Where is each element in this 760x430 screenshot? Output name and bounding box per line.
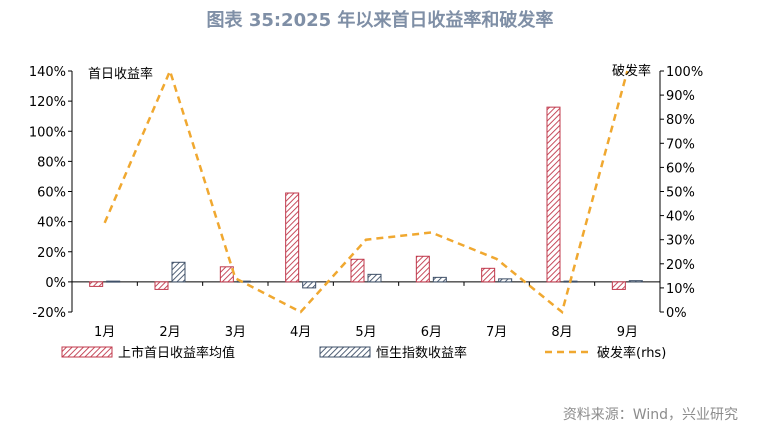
y-left-tick-label: 100% [29, 125, 66, 140]
bar-hsi-return [432, 276, 447, 283]
bar-ipo-return [285, 192, 300, 283]
bar-ipo-return [154, 281, 169, 290]
y-right-tick-label: 100% [666, 65, 703, 80]
source-note: 资料来源：Wind，兴业研究 [562, 407, 738, 423]
y-left-tick-label: 60% [37, 186, 66, 201]
legend-label-hsi-return: 恒生指数收益率 [376, 345, 467, 361]
chart-title: 图表 35:2025 年以来首日收益率和破发率 [206, 10, 554, 31]
bar-hsi-return [498, 278, 513, 283]
bar-ipo-return [89, 281, 104, 287]
x-tick-label: 6月 [421, 325, 442, 340]
y-left-tick-label: 0% [45, 276, 66, 291]
y-right-tick-label: 90% [666, 89, 695, 104]
y-right-tick-label: 30% [666, 234, 695, 249]
bar-hsi-return [367, 273, 382, 283]
legend-label-ipo-return: 上市首日收益率均值 [118, 345, 235, 361]
x-tick-label: 2月 [159, 325, 180, 340]
bar-ipo-return [611, 281, 626, 290]
x-tick-label: 5月 [355, 325, 376, 340]
bar-ipo-return [415, 255, 430, 283]
x-tick-label: 9月 [617, 325, 638, 340]
bar-ipo-return [546, 106, 561, 283]
y-right-tick-label: 10% [666, 282, 695, 297]
y-left-tick-label: 80% [37, 155, 66, 170]
y-right-axis-title: 破发率 [612, 63, 651, 79]
y-right-tick-label: 0% [666, 306, 687, 321]
y-left-tick-label: 20% [37, 246, 66, 261]
x-tick-label: 4月 [290, 325, 311, 340]
y-right-tick-label: 70% [666, 137, 695, 152]
y-right-tick-label: 80% [666, 113, 695, 128]
bar-hsi-return [628, 280, 643, 283]
bar-hsi-return [171, 261, 186, 283]
y-right-tick-label: 20% [666, 258, 695, 273]
legend-swatch-ipo-return [61, 346, 113, 358]
x-tick-label: 8月 [551, 325, 572, 340]
y-left-tick-label: 120% [29, 95, 66, 110]
bar-hsi-return [302, 281, 317, 289]
y-left-tick-label: 40% [37, 216, 66, 231]
x-tick-label: 1月 [94, 325, 115, 340]
bar-ipo-return [350, 258, 365, 283]
y-right-tick-label: 40% [666, 210, 695, 225]
y-right-tick-label: 50% [666, 186, 695, 201]
legend-label-break-rate: 破发率(rhs) [597, 345, 666, 361]
x-tick-label: 7月 [486, 325, 507, 340]
x-tick-label: 3月 [225, 325, 246, 340]
bar-hsi-return [236, 280, 251, 283]
y-left-axis-title: 首日收益率 [88, 66, 153, 82]
legend-swatch-hsi-return [319, 346, 371, 358]
bar-ipo-return [481, 267, 496, 283]
y-left-tick-label: -20% [32, 306, 66, 321]
y-left-tick-label: 140% [29, 65, 66, 80]
y-right-tick-label: 60% [666, 161, 695, 176]
bar-hsi-return [106, 280, 121, 283]
line-break-rate [103, 67, 629, 315]
